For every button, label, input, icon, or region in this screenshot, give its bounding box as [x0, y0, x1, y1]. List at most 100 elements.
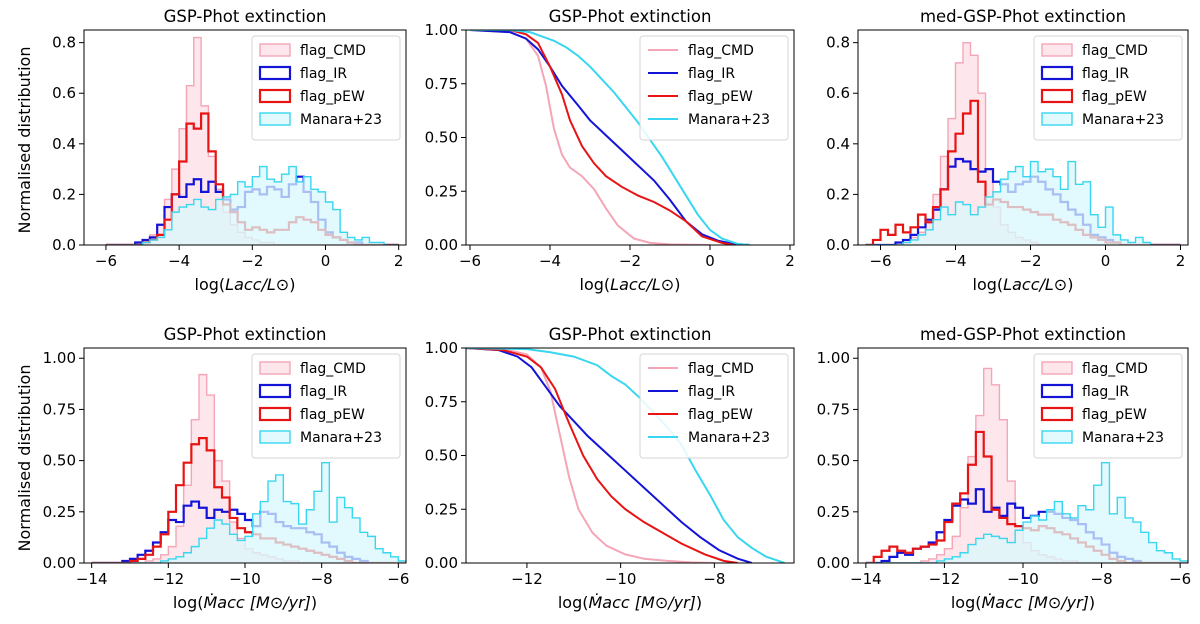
hist-fill-manara-23	[865, 462, 1188, 563]
x-tick-label: −6	[1169, 570, 1191, 588]
legend-label-manara-23: Manara+23	[300, 430, 382, 446]
x-tick-label: −4	[168, 252, 190, 270]
legend-label-flag-cmd: flag_CMD	[688, 43, 754, 59]
x-axis-label: log(Ṁacc [M⊙/yr])	[558, 593, 702, 612]
y-tick-label: 0.25	[817, 503, 850, 521]
x-tick-label: −10	[1007, 570, 1039, 588]
plot-area	[469, 30, 751, 245]
hist-fill-manara-23	[865, 161, 1181, 245]
cdf-series-flag-ir	[466, 348, 753, 563]
chart-panel-6: −14 −12 −10 −8 −6 0.00 0.25 0.50 0.75 1.00 med-GSP…	[817, 325, 1192, 612]
legend: flag_CMD flag_IR flag_pEW Manara+23	[1033, 35, 1183, 141]
x-tick-label: −10	[605, 570, 637, 588]
chart-title: GSP-Phot extinction	[164, 7, 327, 26]
legend-label-flag-pew: flag_pEW	[688, 89, 753, 105]
y-tick-label: 0.6	[52, 84, 76, 102]
plot-area	[865, 367, 1188, 563]
chart-panel-5: −12 −10 −8 0.00 0.25 0.50 0.75 1.00 GSP-Phot ext…	[425, 325, 795, 612]
y-tick-label: 0.25	[43, 503, 76, 521]
legend-swatch-flag-ir	[258, 383, 292, 399]
y-tick-label: 0.25	[425, 500, 458, 518]
chart-panel-3: −6 −4 −2 0 2 0.0 0.2 0.4 0.6 0.8 med-GSP-Phot exti…	[826, 7, 1189, 294]
x-tick-label: 2	[1176, 252, 1186, 270]
legend-swatch-flag-pew	[1040, 88, 1074, 104]
y-axis-label-bottom: Normalised distribution	[15, 365, 34, 552]
legend-label-flag-pew: flag_pEW	[300, 407, 365, 423]
y-tick-label: 0.50	[425, 129, 458, 147]
axes-frame	[857, 29, 1189, 246]
cdf-series-flag-ir	[469, 30, 751, 245]
legend-swatch-manara-23	[259, 430, 291, 444]
cdf-series-manara-23	[470, 30, 751, 245]
y-tick-label: 0.50	[817, 452, 850, 470]
legend-swatch-flag-ir	[258, 65, 292, 81]
chart-title: GSP-Phot extinction	[549, 7, 712, 26]
hist-series-manara-23	[105, 165, 399, 245]
y-tick-label: 0.75	[43, 400, 76, 418]
plot-area	[865, 41, 1181, 245]
x-tick-label: −8	[703, 570, 725, 588]
y-tick-label: 0.0	[826, 236, 850, 254]
chart-title: med-GSP-Phot extinction	[920, 325, 1126, 344]
x-tick-label: −2	[619, 252, 641, 270]
x-tick-label: 2	[394, 252, 404, 270]
legend-box	[639, 35, 789, 141]
chart-panel-2: −6 −4 −2 0 2 0.00 0.25 0.50 0.75 1.00 GSP-Phot ext…	[425, 7, 795, 294]
y-tick-label: 0.00	[817, 554, 850, 572]
x-axis-label: log(Ṁacc [M⊙/yr])	[951, 593, 1095, 612]
legend-swatch-manara-23	[1041, 430, 1073, 444]
y-axis-label-top: Normalised distribution	[15, 47, 34, 234]
legend-label-flag-cmd: flag_CMD	[300, 43, 366, 59]
chart-panel-4: −14 −12 −10 −8 −6 0.00 0.25 0.50 0.75 1.00 GSP-Pho…	[43, 325, 410, 612]
legend-label-manara-23: Manara+23	[1082, 430, 1164, 446]
legend-label-flag-ir: flag_IR	[688, 384, 735, 400]
legend: flag_CMD flag_IR flag_pEW Manara+23	[639, 35, 789, 141]
y-tick-label: 0.8	[52, 34, 76, 52]
x-tick-label: −6	[869, 252, 891, 270]
y-tick-label: 0.2	[52, 185, 76, 203]
y-tick-label: 0.75	[425, 393, 458, 411]
legend-label-flag-ir: flag_IR	[300, 66, 347, 82]
legend-label-manara-23: Manara+23	[688, 112, 770, 128]
x-tick-label: −10	[229, 570, 261, 588]
legend-label-flag-ir: flag_IR	[688, 66, 735, 82]
x-tick-label: 0	[321, 252, 331, 270]
x-tick-label: −6	[459, 252, 481, 270]
x-tick-label: −14	[850, 570, 882, 588]
hist-series-manara-23	[91, 461, 406, 563]
x-tick-label: 2	[785, 252, 795, 270]
y-tick-label: 0.00	[425, 554, 458, 572]
x-tick-label: −8	[1091, 570, 1113, 588]
x-tick-label: −6	[387, 570, 409, 588]
y-tick-label: 0.2	[826, 185, 850, 203]
y-tick-label: 0.8	[826, 34, 850, 52]
y-tick-label: 0.75	[425, 75, 458, 93]
axes-frame	[83, 29, 407, 246]
chart-panel-1: −6 −4 −2 0 2 0.0 0.2 0.4 0.6 0.8 GSP-Phot extincti…	[52, 7, 407, 294]
legend-swatch-manara-23	[259, 112, 291, 126]
legend: flag_CMD flag_IR flag_pEW Manara+23	[251, 353, 401, 459]
y-tick-label: 1.00	[425, 339, 458, 357]
legend-swatch-flag-cmd	[1041, 43, 1073, 57]
legend-swatch-flag-cmd	[259, 43, 291, 57]
y-tick-label: 0.4	[826, 135, 850, 153]
legend-swatch-flag-pew	[1040, 406, 1074, 422]
legend-label-flag-cmd: flag_CMD	[688, 361, 754, 377]
y-tick-label: 0.00	[425, 236, 458, 254]
hist-series-manara-23	[865, 160, 1181, 245]
legend-box	[639, 353, 789, 459]
cdf-series-flag-cmd	[466, 348, 715, 563]
y-tick-label: 0.6	[826, 84, 850, 102]
legend-label-flag-pew: flag_pEW	[1082, 89, 1147, 105]
legend-swatch-flag-cmd	[259, 361, 291, 375]
y-tick-label: 0.0	[52, 236, 76, 254]
hist-series-flag-cmd	[865, 367, 1188, 563]
legend-label-flag-pew: flag_pEW	[300, 89, 365, 105]
x-axis-label: log(Lacc/L⊙)	[973, 275, 1074, 294]
legend-label-flag-pew: flag_pEW	[688, 407, 753, 423]
legend-label-flag-cmd: flag_CMD	[1082, 43, 1148, 59]
legend-label-flag-ir: flag_IR	[300, 384, 347, 400]
x-tick-label: −4	[944, 252, 966, 270]
y-tick-label: 0.25	[425, 182, 458, 200]
